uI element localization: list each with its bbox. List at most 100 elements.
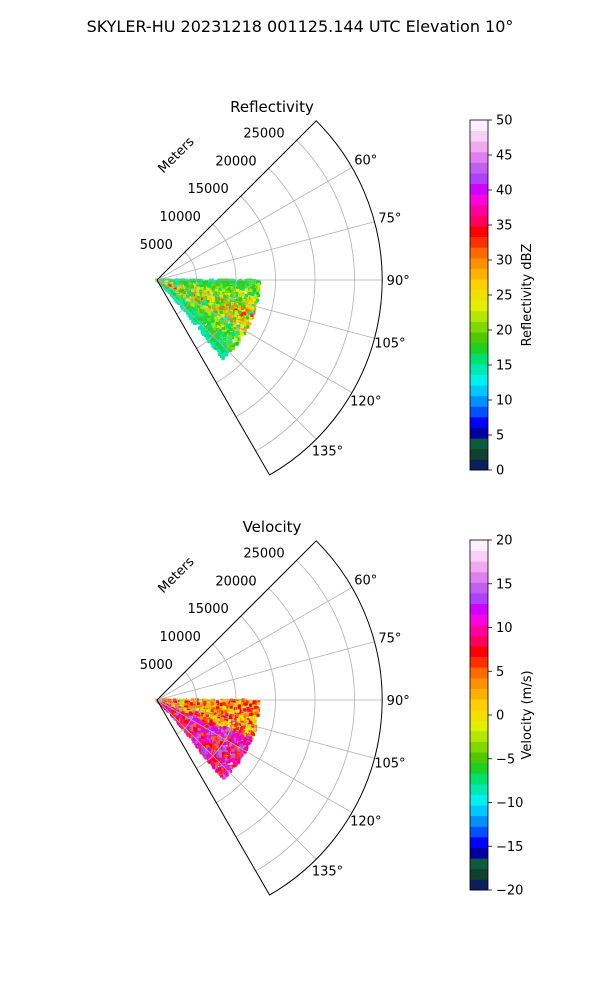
echo-cell [217,740,221,744]
echo-cell [224,320,228,324]
echo-cell [233,747,237,751]
echo-cell [198,718,202,722]
echo-cell [198,326,202,330]
echo-cell [245,301,249,305]
echo-cell [208,754,212,758]
echo-cell [239,315,243,319]
echo-cell [246,323,250,327]
echo-cell [233,319,237,323]
echo-cell [183,292,187,296]
echo-cell [193,314,197,318]
echo-cell [231,708,235,712]
colorbar-segment [470,257,488,269]
echo-cell [193,311,197,315]
echo-cell [214,310,218,314]
echo-cell [240,715,244,719]
echo-cell [221,306,225,311]
echo-cell [238,730,242,734]
echo-cell [226,698,230,703]
echo-cell [224,771,228,775]
echo-cell [242,708,246,712]
echo-cell [221,346,225,350]
echo-cell [217,297,221,301]
echo-cell [204,720,208,724]
echo-cell [202,732,207,736]
echo-cell [197,305,201,309]
echo-cell [176,295,180,299]
colorbar-segment [470,363,488,375]
polar-frame [156,120,383,476]
echo-cell [256,282,261,286]
echo-cell [242,305,246,309]
echo-cell [200,286,204,290]
echo-cell [222,284,226,288]
echo-cell [204,279,208,284]
echo-cell [222,288,226,292]
echo-cell [216,762,220,766]
echo-cell [223,722,227,726]
echo-cell [200,740,204,745]
echo-cell [243,331,247,335]
azimuth-spoke [156,279,317,440]
echo-cell [193,707,197,711]
echo-cell [206,742,210,746]
echo-cell [201,296,205,301]
panel-title: Reflectivity [230,98,314,116]
azimuth-tick-label: 60° [354,153,377,168]
echo-cell [219,774,224,778]
azimuth-tick-label: 105° [374,336,405,351]
echo-cell [253,288,257,292]
velocity-panel: Velocity60°75°90°105°120°135°50001000015… [140,518,535,899]
echo-cell [198,313,202,317]
echo-cell [240,706,245,710]
echo-cell [250,313,254,317]
echo-cell [206,331,210,335]
echo-cell [255,700,259,704]
echo-cell [186,280,190,284]
echo-cell [203,331,207,335]
echo-cell [229,283,233,287]
colorbar-segment [470,183,488,195]
echo-cell [237,751,241,755]
echo-cell [214,291,218,295]
echo-cell [242,323,247,327]
echo-cell [199,308,203,312]
echo-cell [207,296,211,300]
echo-cell [250,730,254,734]
echo-cell [173,704,177,708]
echo-cell [219,340,223,345]
echo-cell [220,715,224,719]
echo-cell [213,752,217,756]
echo-cell [256,291,260,295]
echo-cell [236,293,240,297]
echo-cell [240,701,245,705]
echo-cell [213,335,217,340]
echo-cell [244,288,248,292]
echo-cell [195,278,199,283]
echo-cell [186,726,190,730]
echo-cell [219,284,223,288]
echo-cell [187,284,191,288]
echo-cell [219,741,223,745]
echo-cell [196,732,200,736]
echo-cell [227,743,231,747]
echo-cell [176,283,180,287]
echo-cell [248,322,252,326]
echo-cell [195,313,199,317]
echo-cell [234,312,238,316]
echo-cell [187,308,191,312]
echo-cell [219,320,223,324]
echo-cell [248,726,252,731]
echo-cell [251,706,255,710]
echo-cell [197,292,201,297]
echo-cell [211,296,215,300]
echo-cell [250,295,254,299]
echo-cell [232,285,236,289]
echo-cell [233,753,237,757]
echo-cell [236,296,240,300]
echo-cell [249,293,253,298]
echo-cell [193,723,197,727]
echo-cell [177,716,181,720]
echo-cell [165,280,169,284]
echo-cell [222,709,226,713]
